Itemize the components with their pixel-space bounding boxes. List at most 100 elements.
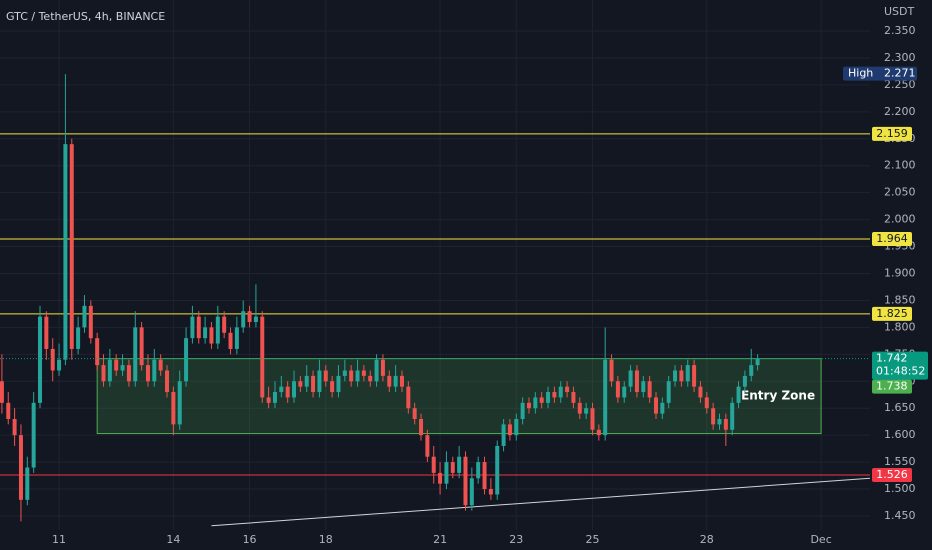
candle-body [374, 359, 379, 382]
candle-body [234, 327, 239, 349]
candle-body [272, 392, 277, 403]
candle-body [241, 311, 246, 328]
y-tick-label: 2.050 [884, 186, 916, 199]
level-label: 1.825 [876, 307, 908, 320]
candle-body [31, 402, 36, 468]
candle-body [342, 370, 347, 376]
candle-body [609, 359, 614, 382]
candle-body [457, 456, 462, 473]
candle-body [711, 408, 716, 425]
candle-body [18, 435, 23, 500]
level-tag [872, 126, 912, 141]
prev-close-tag [872, 379, 912, 394]
candle-body [590, 408, 595, 430]
candle-body [647, 381, 652, 398]
y-tick-label: 2.250 [884, 78, 916, 91]
level-label: 1.964 [876, 232, 908, 245]
candle-body [679, 370, 684, 382]
candle-body [514, 419, 519, 436]
candle-body [685, 365, 690, 382]
candle-body [387, 375, 392, 387]
last-price-tag [872, 351, 928, 380]
candle-body [546, 392, 551, 403]
candle-body [692, 365, 697, 387]
candle-body [558, 386, 563, 398]
candle-body [76, 327, 81, 349]
candle-body [399, 375, 404, 387]
candle-body [736, 386, 741, 403]
candle-body [698, 386, 703, 398]
candle-body [615, 381, 620, 398]
candle-body [584, 408, 589, 414]
candle-body [380, 359, 385, 376]
candle-body [673, 370, 678, 382]
candle-body [565, 386, 570, 393]
candle-body [393, 375, 398, 387]
candle-body [755, 358, 760, 366]
candle-body [38, 316, 43, 403]
level-tag [872, 232, 912, 247]
countdown: 01:48:52 [876, 365, 925, 378]
candle-body [406, 386, 411, 409]
candle-body [133, 327, 138, 382]
candle-body [412, 408, 417, 419]
prev-close-label: 1.738 [876, 380, 908, 393]
level-label: 2.159 [876, 127, 908, 140]
candle-body [50, 348, 55, 371]
candle-body [444, 462, 449, 484]
candle-body [634, 370, 639, 393]
candle-body [419, 419, 424, 436]
candle-body [495, 445, 500, 495]
candle-body [266, 397, 271, 403]
candle-body [12, 419, 17, 436]
candle-body [222, 316, 227, 333]
candle-body [323, 370, 328, 382]
candle-body [361, 370, 366, 376]
candle-body [742, 375, 747, 387]
price-axis: 1.4501.5001.5501.6001.6501.7001.7501.800… [843, 24, 928, 522]
candle-body [101, 365, 106, 382]
trendline [211, 477, 870, 527]
candle-body [285, 386, 290, 398]
candle-body [526, 402, 531, 409]
candle-body [69, 144, 74, 349]
candle-body [6, 402, 11, 419]
high-label: 2.271 [884, 67, 916, 80]
y-tick-label: 1.650 [884, 401, 916, 414]
candle-body [184, 338, 189, 382]
x-tick-label: Dec [810, 533, 831, 546]
y-tick-label: 1.500 [884, 482, 916, 495]
candle-body [88, 305, 93, 339]
x-tick-label: 23 [509, 533, 523, 546]
candle-body [279, 386, 284, 393]
x-tick-label: 21 [433, 533, 447, 546]
chart-title: GTC / TetherUS, 4h, BINANCE [6, 10, 165, 23]
last-price-label: 1.742 [876, 352, 908, 365]
candle-body [571, 392, 576, 403]
y-tick-label: 1.900 [884, 267, 916, 280]
candle-body [507, 424, 512, 436]
candle-body [158, 359, 163, 371]
candle-body [577, 402, 582, 414]
candle-body [730, 402, 735, 430]
high-title: High [848, 67, 873, 80]
candle-body [165, 370, 170, 393]
candle-body [196, 316, 201, 339]
y-tick-label: 2.350 [884, 24, 916, 37]
candle-body [355, 370, 360, 382]
candle-body [482, 462, 487, 490]
candle-body [368, 375, 373, 382]
candle-body [425, 435, 430, 457]
axis-unit: USDT [884, 5, 915, 18]
candle-body [247, 311, 252, 322]
candle-body [596, 429, 601, 436]
candle-body [311, 375, 316, 393]
candle-body [336, 375, 341, 393]
candle-body [641, 381, 646, 393]
candle-body [520, 402, 525, 419]
candle-body [57, 359, 62, 371]
candle-body [717, 419, 722, 425]
candle-body [603, 359, 608, 436]
level-tag [872, 468, 912, 483]
